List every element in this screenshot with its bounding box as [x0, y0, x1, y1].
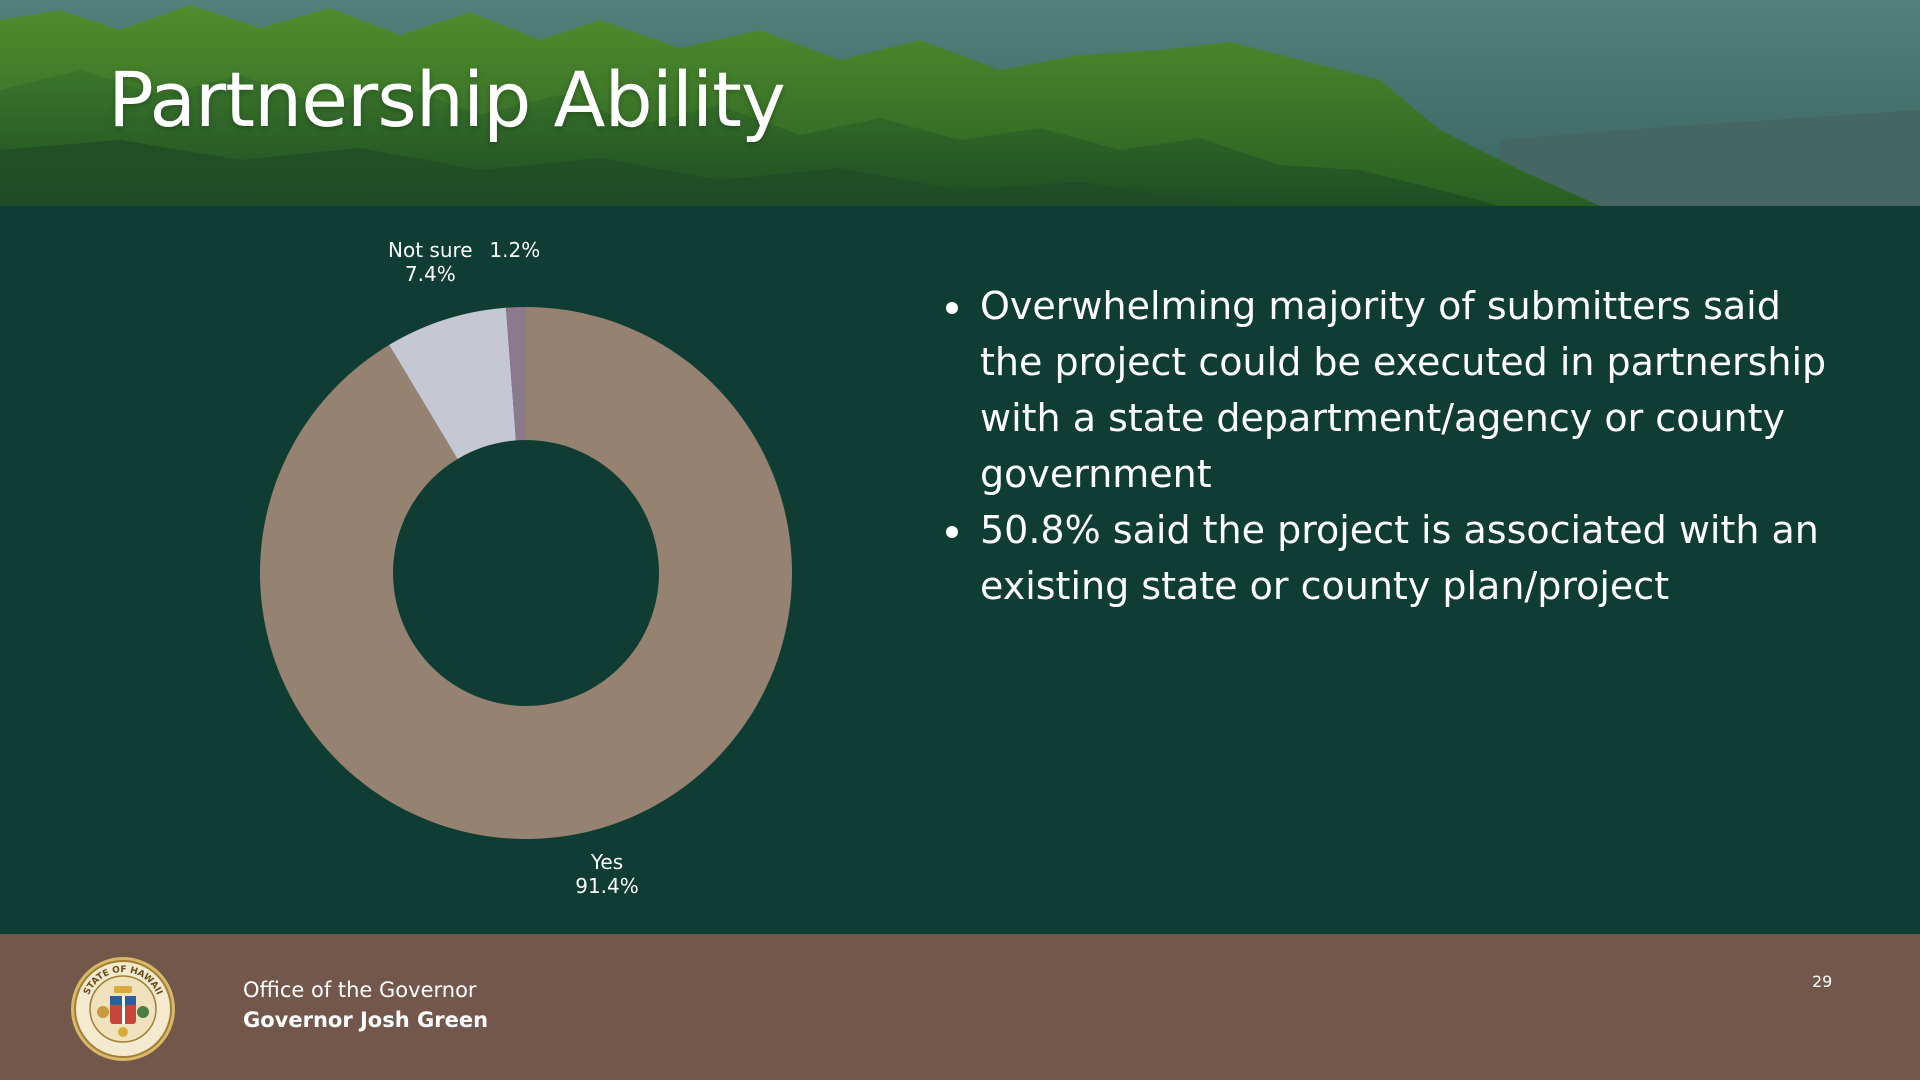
slice-label: Not sure — [388, 240, 473, 262]
bullet-item: Overwhelming majority of submitters said… — [940, 278, 1840, 502]
mountain-banner-image — [0, 0, 1920, 206]
office-label: Office of the Governor — [243, 978, 477, 1002]
header-banner: Partnership Ability — [0, 0, 1920, 206]
donut-slice-no — [505, 307, 526, 441]
page-number: 29 — [1812, 972, 1833, 991]
donut-slice-yes — [260, 307, 793, 839]
slide-title: Partnership Ability — [108, 55, 786, 144]
slice-value-label: 91.4% — [575, 874, 639, 898]
slice-label: Yes — [590, 850, 623, 874]
state-seal-icon: STATE OF HAWAII — [71, 957, 175, 1061]
governor-name: Governor Josh Green — [243, 1008, 489, 1032]
slice-value-label: 7.4% — [405, 262, 456, 286]
bullet-list: Overwhelming majority of submitters said… — [940, 278, 1840, 614]
slice-value-label: 1.2% — [489, 240, 540, 262]
bullet-text: Overwhelming majority of submitters said… — [980, 284, 1827, 496]
donut-slice-not-sure — [389, 307, 516, 459]
bullet-text: 50.8% said the project is associated wit… — [980, 508, 1819, 608]
footer-bar: STATE OF HAWAII Office of the Governor G… — [0, 934, 1920, 1080]
bullet-dot-icon — [946, 526, 958, 538]
bullet-item: 50.8% said the project is associated wit… — [940, 502, 1840, 614]
bullet-dot-icon — [946, 302, 958, 314]
